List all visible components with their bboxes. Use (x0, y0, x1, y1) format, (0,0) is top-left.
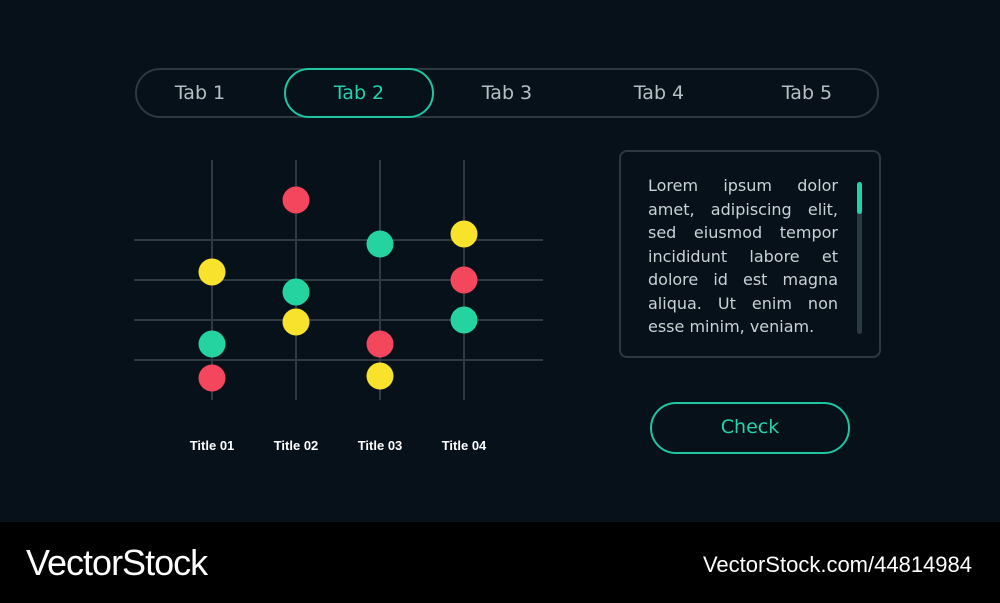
tab-4[interactable]: Tab 4 (633, 82, 685, 104)
data-point (282, 308, 310, 336)
data-point (450, 220, 478, 248)
tab-2[interactable]: Tab 2 (284, 68, 434, 118)
category-label: Title 03 (358, 438, 403, 453)
check-button[interactable]: Check (650, 402, 850, 454)
tab-bar: Tab 1 Tab 2 Tab 3 Tab 4 Tab 5 (135, 68, 879, 118)
brand-logo-text: VectorStock (26, 542, 208, 583)
watermark-footer: VectorStock VectorStock.com/44814984 (0, 522, 1000, 603)
data-point (366, 362, 394, 390)
tab-5[interactable]: Tab 5 (781, 82, 833, 104)
category-label: Title 04 (442, 438, 487, 453)
data-point (366, 330, 394, 358)
tab-3[interactable]: Tab 3 (481, 82, 533, 104)
data-point (198, 330, 226, 358)
data-point (450, 266, 478, 294)
data-point (450, 306, 478, 334)
image-reference: VectorStock.com/44814984 (702, 552, 972, 577)
category-label: Title 02 (274, 438, 319, 453)
scrollbar-track[interactable] (857, 182, 862, 334)
dot-chart: Title 01 Title 02 Title 03 Title 04 (134, 160, 543, 453)
text-panel: Lorem ipsum dolor amet, adipiscing elit,… (619, 150, 881, 358)
data-point (198, 364, 226, 392)
text-panel-content: Lorem ipsum dolor amet, adipiscing elit,… (648, 176, 838, 336)
data-point (282, 278, 310, 306)
data-point (282, 186, 310, 214)
data-point (366, 230, 394, 258)
data-point (198, 258, 226, 286)
category-label: Title 01 (190, 438, 235, 453)
app-window: Tab 1 Tab 2 Tab 3 Tab 4 Tab 5 Title 01 Ti… (134, 68, 881, 454)
tab-1[interactable]: Tab 1 (174, 82, 226, 104)
scrollbar-thumb[interactable] (857, 182, 862, 214)
